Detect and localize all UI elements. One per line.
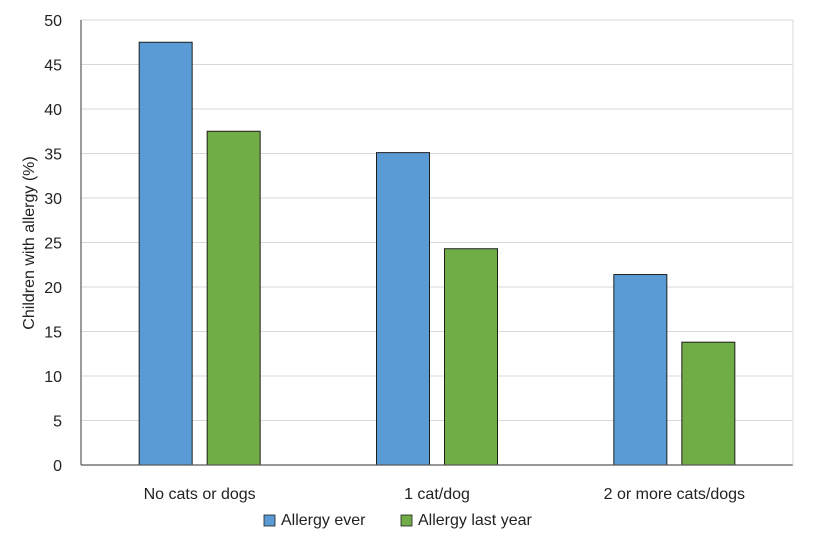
- axes: [80, 20, 794, 466]
- bar-allergy-last-year: [681, 341, 736, 466]
- y-tick-label: 25: [44, 236, 62, 253]
- legend: Allergy ever Allergy last year: [263, 512, 532, 529]
- gridlines: [81, 19, 793, 421]
- legend-label: Allergy last year: [418, 512, 532, 529]
- bar-allergy-last-year: [444, 248, 498, 466]
- bar-allergy-last-year: [206, 130, 261, 466]
- x-category-label: 2 or more cats/dogs: [604, 486, 745, 503]
- y-axis-ticks: 0 5 10 15 20 25 30 35 40 45 50: [44, 13, 62, 475]
- y-tick-label: 20: [44, 280, 62, 297]
- legend-swatch-allergy-last-year: [400, 514, 413, 527]
- y-tick-label: 15: [44, 325, 62, 342]
- y-tick-label: 0: [53, 458, 62, 475]
- y-tick-label: 30: [44, 191, 62, 208]
- y-tick-label: 35: [44, 147, 62, 164]
- x-category-label: 1 cat/dog: [404, 486, 470, 503]
- y-tick-label: 40: [44, 102, 62, 119]
- y-axis-title: Children with allergy (%): [21, 156, 38, 329]
- bars: [138, 41, 736, 466]
- legend-swatch-allergy-ever: [263, 514, 276, 527]
- x-axis-categories: No cats or dogs 1 cat/dog 2 or more cats/d…: [144, 486, 745, 503]
- bar-allergy-ever: [613, 274, 668, 466]
- bar-allergy-ever: [376, 152, 430, 466]
- x-category-label: No cats or dogs: [144, 486, 256, 503]
- y-tick-label: 10: [44, 369, 62, 386]
- legend-label: Allergy ever: [281, 512, 366, 529]
- y-tick-label: 5: [53, 414, 62, 431]
- y-tick-label: 50: [44, 13, 62, 30]
- y-tick-label: 45: [44, 58, 62, 75]
- bar-allergy-ever: [138, 41, 193, 466]
